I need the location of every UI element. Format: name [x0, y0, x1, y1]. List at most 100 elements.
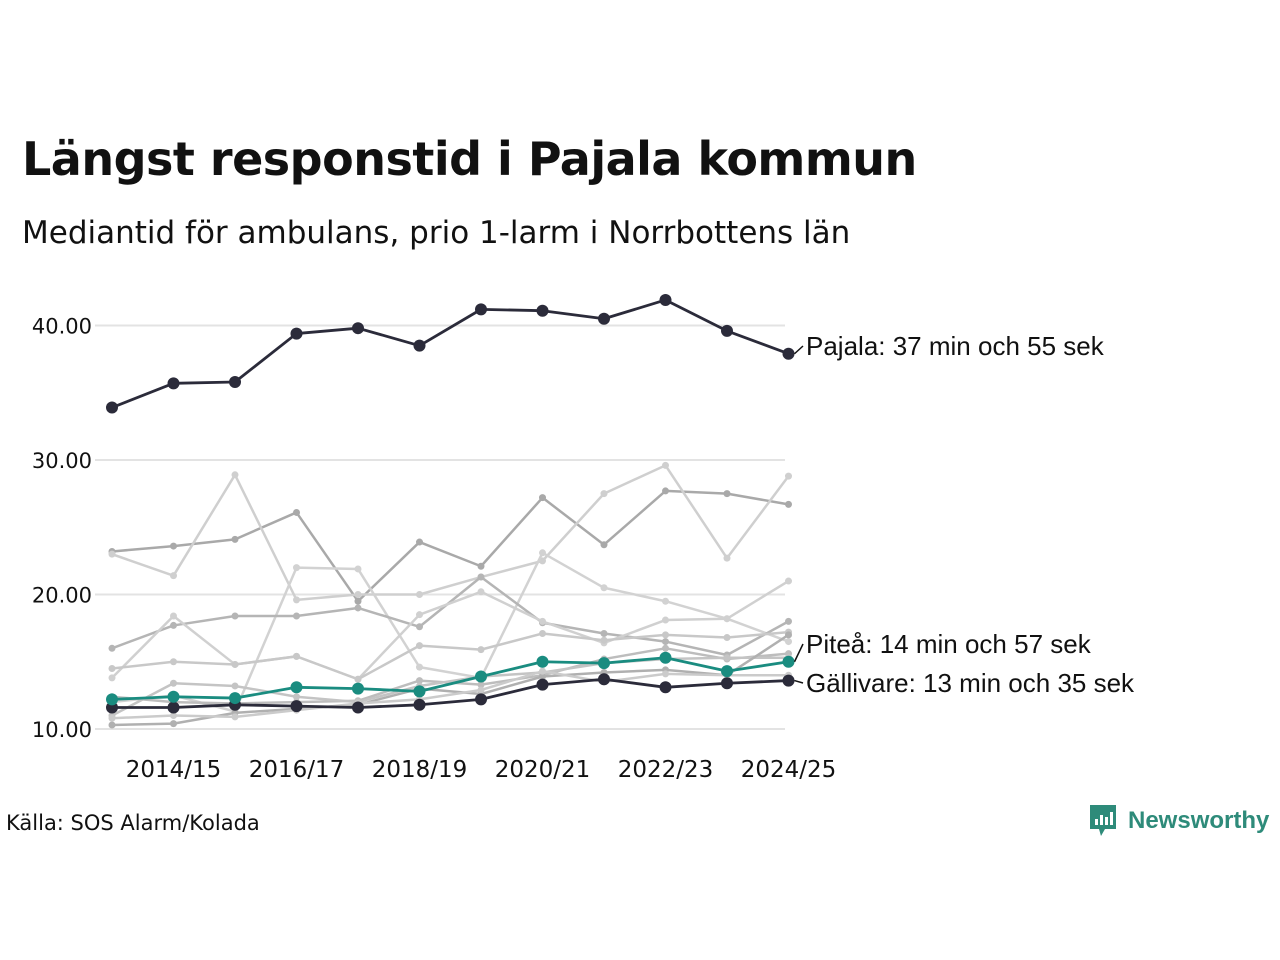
background-point — [231, 682, 239, 690]
highlight-point — [106, 401, 118, 414]
highlight-point — [782, 655, 795, 668]
background-point — [477, 588, 485, 596]
highlight-point — [721, 665, 733, 678]
background-series — [108, 461, 792, 604]
background-point — [293, 564, 300, 572]
background-point — [170, 679, 177, 687]
background-line — [111, 579, 790, 681]
background-point — [723, 654, 731, 662]
highlight-point — [229, 375, 241, 388]
background-series — [108, 577, 792, 683]
highlight-point — [167, 377, 180, 390]
background-point — [662, 487, 669, 495]
background-point — [723, 490, 731, 498]
background-point — [662, 616, 669, 624]
background-point — [785, 617, 792, 625]
background-point — [108, 721, 116, 729]
brand-logo: Newsworthy — [1088, 803, 1269, 839]
highlight-line — [111, 656, 789, 701]
x-axis-ticks: 2014/15 2016/17 2018/19 2020/21 2022/23 2024/… — [126, 757, 837, 783]
background-point — [662, 631, 669, 639]
highlight-point — [352, 322, 364, 335]
background-point — [293, 508, 300, 516]
background-point — [662, 644, 669, 652]
background-point — [785, 472, 792, 480]
highlight-point — [598, 657, 610, 670]
background-point — [231, 535, 239, 543]
background-point — [539, 673, 546, 681]
highlight-point — [352, 682, 364, 695]
background-point — [416, 591, 423, 598]
highlight-point — [475, 693, 487, 706]
background-point — [293, 596, 300, 604]
annotation-label: Pajala: 37 min och 55 sek — [806, 331, 1105, 361]
highlight-point — [475, 303, 487, 316]
background-line — [111, 575, 790, 657]
highlight-point — [782, 347, 795, 360]
y-tick-label: 10.00 — [32, 718, 92, 742]
highlight-series — [106, 293, 795, 414]
background-series — [108, 573, 792, 659]
background-point — [723, 634, 731, 642]
highlight-point — [167, 701, 180, 714]
background-point — [600, 490, 608, 498]
background-point — [600, 541, 608, 549]
background-point — [231, 471, 239, 479]
background-line — [111, 551, 789, 713]
highlight-series — [106, 673, 795, 714]
background-point — [170, 658, 177, 666]
background-line — [111, 633, 790, 727]
background-point — [170, 612, 177, 620]
background-point — [539, 630, 546, 638]
background-point — [416, 677, 423, 685]
annotation-leader — [793, 345, 804, 355]
background-point — [231, 713, 239, 721]
x-tick-label: 2024/25 — [741, 757, 837, 783]
gridlines — [95, 324, 785, 730]
background-line — [111, 630, 789, 681]
background-point — [723, 615, 731, 623]
highlight-line — [111, 298, 789, 409]
y-tick-label: 40.00 — [32, 315, 92, 339]
y-tick-label: 30.00 — [32, 449, 92, 473]
background-point — [477, 562, 485, 570]
highlight-series — [106, 651, 795, 706]
background-point — [170, 621, 177, 629]
highlight-point — [782, 674, 795, 687]
background-point — [108, 714, 116, 722]
background-line — [111, 489, 789, 603]
series-annotations: Pajala: 37 min och 55 sek Piteå: 14 min o… — [793, 331, 1135, 698]
background-point — [539, 494, 546, 502]
background-point — [539, 667, 546, 675]
background-line — [111, 669, 789, 720]
background-point — [293, 652, 300, 660]
background-series — [108, 487, 792, 605]
background-point — [170, 712, 177, 720]
background-point — [170, 720, 177, 728]
background-point — [662, 670, 669, 678]
background-point — [785, 638, 792, 646]
x-tick-label: 2016/17 — [249, 757, 345, 783]
highlight-point — [659, 293, 672, 306]
background-point — [600, 636, 608, 644]
background-point — [477, 646, 485, 654]
highlight-point — [598, 673, 610, 686]
background-point — [539, 549, 546, 557]
highlight-point — [659, 681, 672, 694]
background-point — [662, 461, 669, 469]
background-point — [600, 584, 608, 592]
x-tick-label: 2014/15 — [126, 757, 222, 783]
x-tick-label: 2022/23 — [618, 757, 714, 783]
annotation-label: Piteå: 14 min och 57 sek — [806, 629, 1092, 659]
background-point — [354, 597, 362, 605]
background-point — [416, 623, 423, 631]
background-point — [662, 638, 669, 646]
annotation-label: Gällivare: 13 min och 35 sek — [806, 668, 1135, 698]
background-point — [416, 663, 423, 671]
x-tick-label: 2020/21 — [495, 757, 591, 783]
background-point — [785, 577, 792, 585]
y-axis-ticks: 10.00 20.00 30.00 40.00 — [32, 315, 92, 743]
highlight-point — [536, 678, 549, 691]
background-point — [662, 597, 669, 605]
